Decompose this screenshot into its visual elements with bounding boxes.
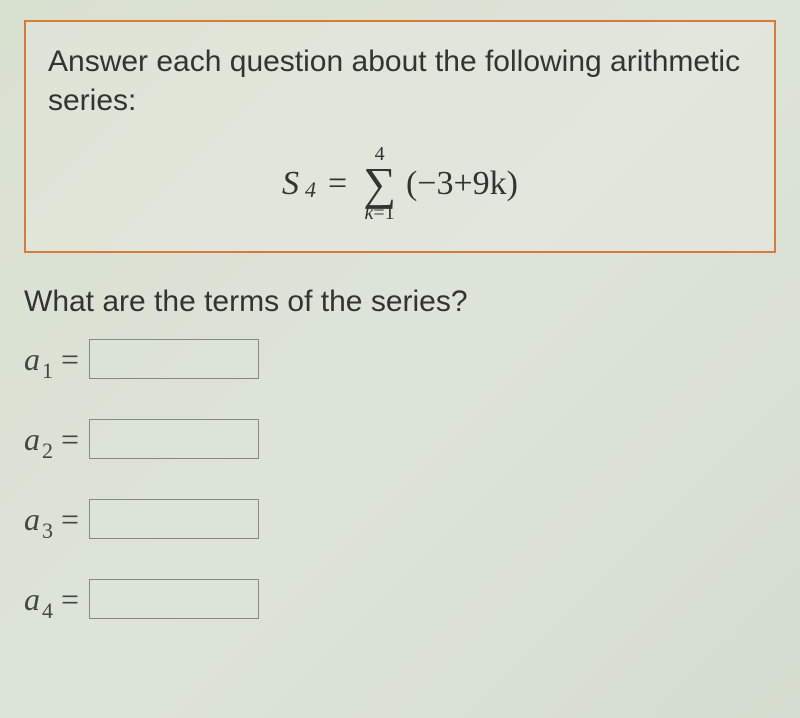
formula-lhs-sub: 4 [305,177,316,203]
term-var-4: a [24,581,40,618]
term-row-3: a3 = [24,499,776,539]
a4-input[interactable] [89,579,259,619]
a1-input[interactable] [89,339,259,379]
a3-input[interactable] [89,499,259,539]
term-sub-2: 2 [42,438,53,464]
term-row-1: a1 = [24,339,776,379]
term-var-3: a [24,501,40,538]
term-eq-4: = [61,581,79,618]
term-row-2: a2 = [24,419,776,459]
question-box: Answer each question about the following… [24,20,776,253]
formula: S4 = 4 ∑ k=1 (−3+9k) [48,144,752,223]
term-label-3: a3 [24,501,53,538]
term-row-4: a4 = [24,579,776,619]
term-eq-1: = [61,341,79,378]
term-sub-3: 3 [42,518,53,544]
a2-input[interactable] [89,419,259,459]
term-sub-4: 4 [42,598,53,624]
sigma-symbol: ∑ [363,164,396,203]
sigma-lower-val: 1 [385,202,395,224]
formula-summand: (−3+9k) [406,165,518,203]
term-eq-3: = [61,501,79,538]
term-var-2: a [24,421,40,458]
term-label-4: a4 [24,581,53,618]
sigma-block: 4 ∑ k=1 [363,144,396,223]
sub-question: What are the terms of the series? [24,285,776,319]
sigma-lower: k=1 [365,203,395,223]
formula-lhs-var: S [282,165,299,203]
formula-equals: = [328,165,347,203]
term-var-1: a [24,341,40,378]
term-label-2: a2 [24,421,53,458]
term-label-1: a1 [24,341,53,378]
term-eq-2: = [61,421,79,458]
sigma-lower-eq: = [373,202,384,224]
prompt-text: Answer each question about the following… [48,42,752,120]
term-sub-1: 1 [42,358,53,384]
